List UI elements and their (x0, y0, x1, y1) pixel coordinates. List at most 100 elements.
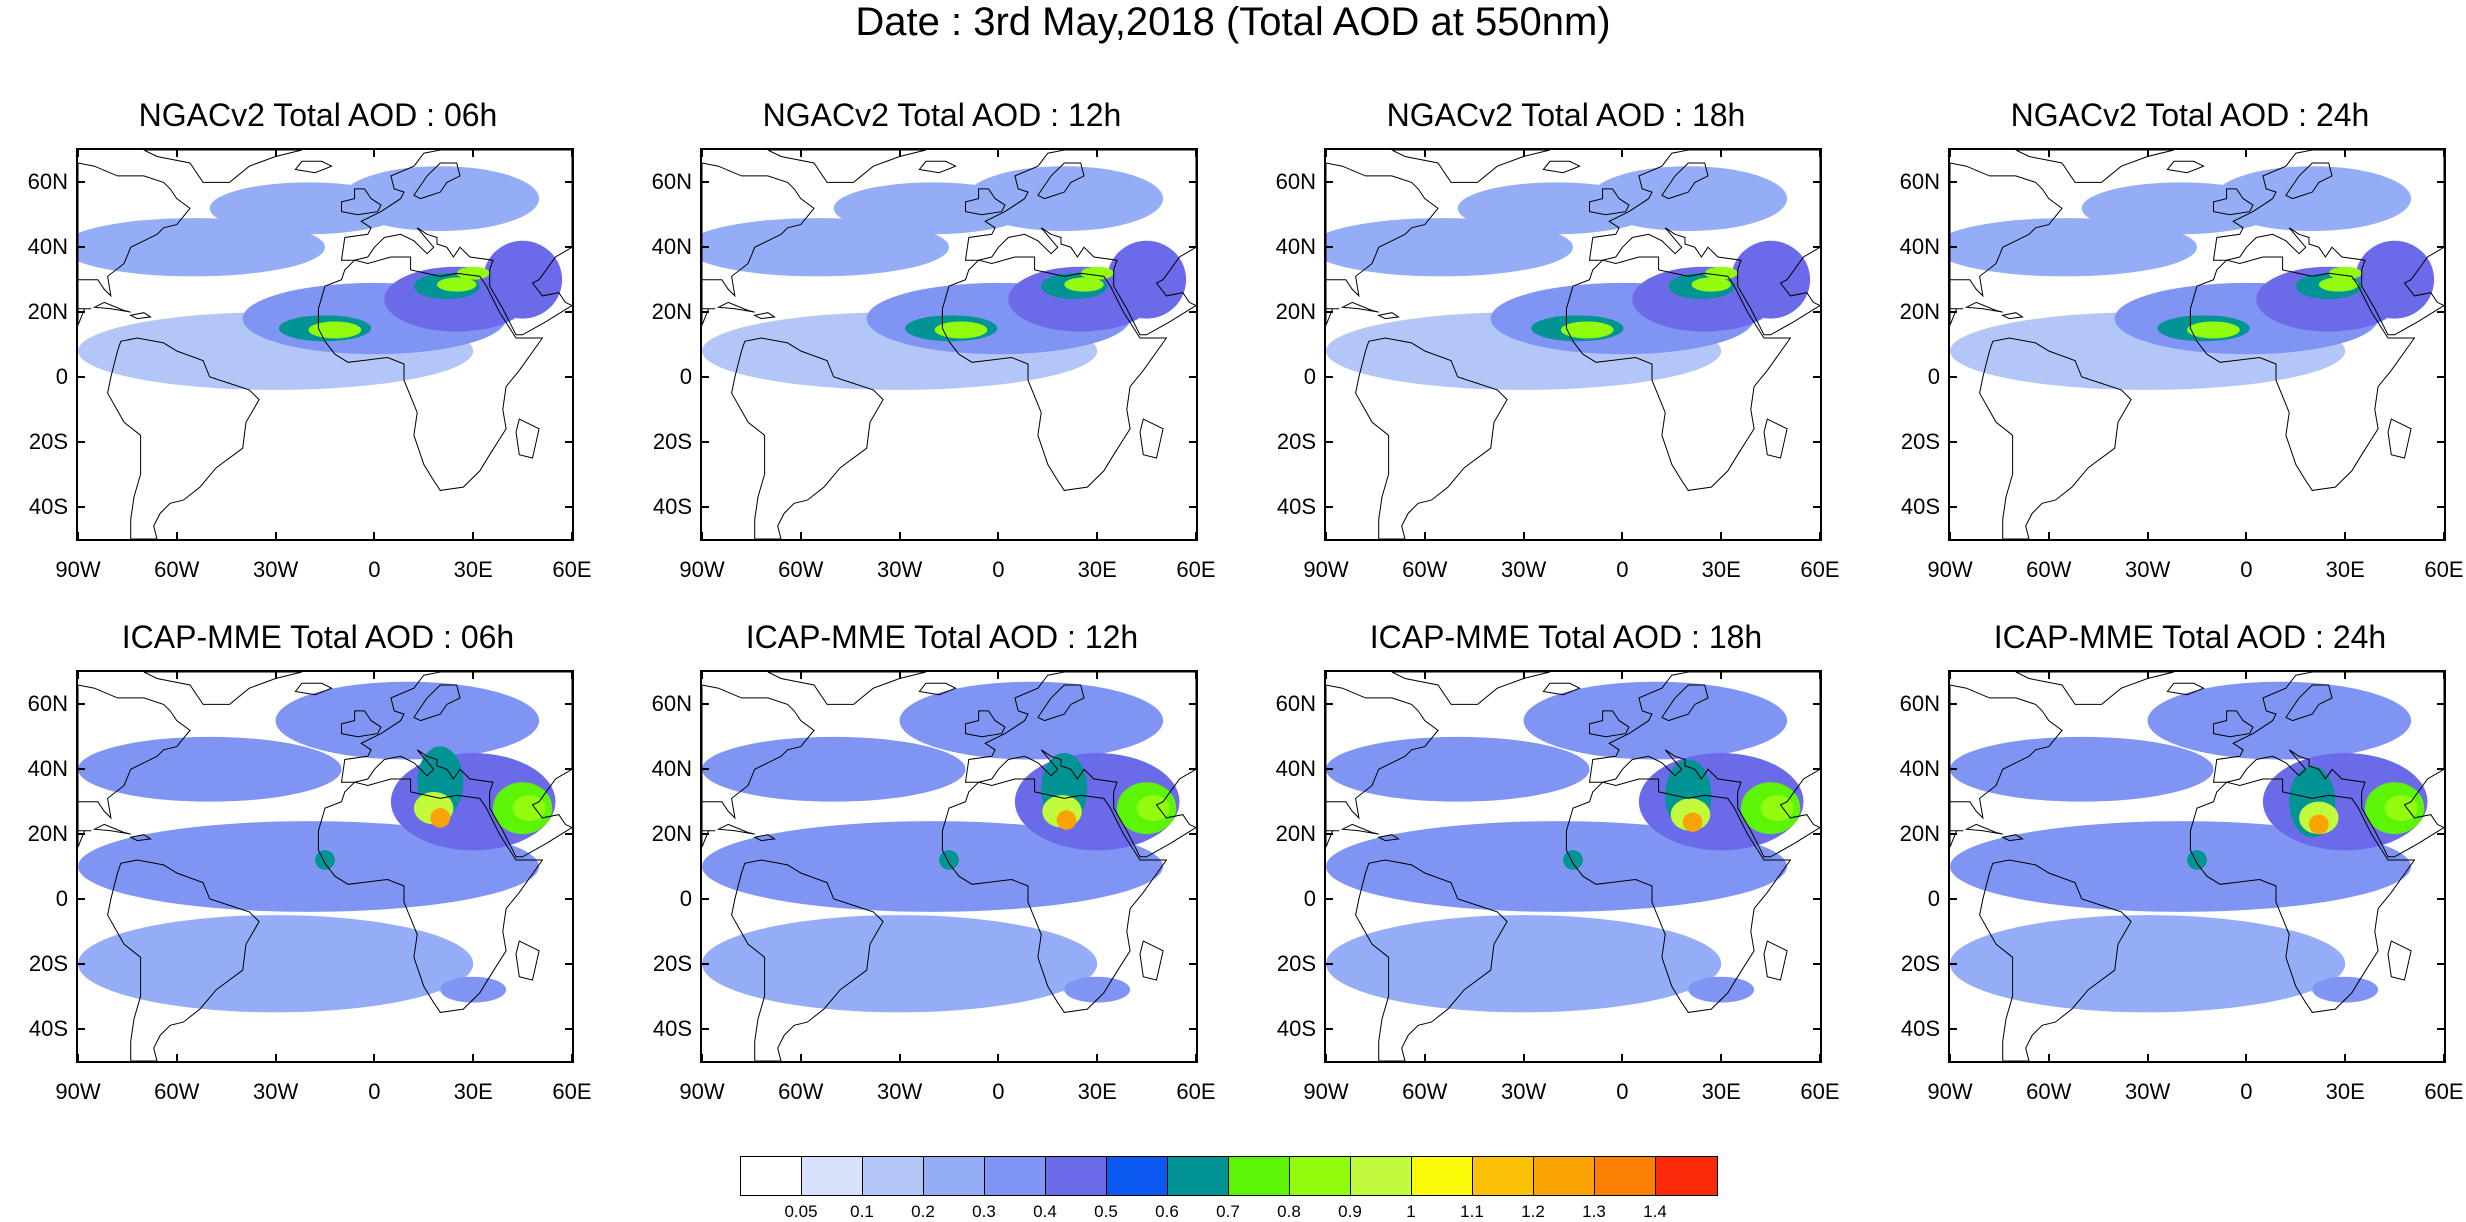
lon-tick (1819, 670, 1821, 679)
coastline (1950, 684, 2063, 848)
aod-region (78, 915, 474, 1013)
lon-tick (1522, 670, 1525, 679)
lon-tick-label: 30W (876, 1079, 923, 1104)
lat-tick-label: 20S (1276, 428, 1316, 454)
lat-tick (565, 703, 574, 706)
lat-tick-label: 20S (652, 950, 692, 976)
lon-tick (898, 148, 901, 157)
lat-tick (1948, 375, 1957, 378)
colorbar-swatch (1473, 1157, 1534, 1195)
map-panel: ICAP-MME Total AOD : 06h 60N 40N 20N 0 20S 40S… (8, 610, 592, 1130)
lon-tick (2047, 532, 2050, 541)
lat-tick (2437, 833, 2446, 836)
lat-tick-label: 60N (1899, 169, 1940, 195)
aod-region (1326, 821, 1788, 912)
lat-tick (1324, 375, 1333, 378)
lon-tick (2245, 1054, 2248, 1063)
lon-tick-label: 90W (1303, 1079, 1349, 1104)
colorbar-label: 1.4 (1643, 1202, 1667, 1221)
lat-tick (565, 246, 574, 249)
colorbar-swatch (1107, 1157, 1168, 1195)
coastline (1589, 188, 1630, 216)
lon-tick (175, 670, 178, 679)
lat-tick (700, 962, 709, 965)
coastline (1377, 834, 1400, 842)
colorbar-swatch (1595, 1157, 1656, 1195)
lon-tick-label: 60W (1402, 557, 1448, 582)
lon-tick-label: 0 (1616, 557, 1629, 582)
aod-region (934, 321, 988, 339)
lon-tick-label: 60E (1176, 557, 1216, 582)
coastline (1964, 823, 2003, 835)
lon-tick (175, 148, 178, 157)
lat-tick (1189, 833, 1198, 836)
coastline (918, 682, 957, 696)
coastline (1355, 337, 1508, 539)
lon-tick (77, 532, 79, 541)
lat-tick-label: 40N (1275, 756, 1316, 782)
lat-tick-label: 20S (1900, 428, 1940, 454)
aod-region (1950, 736, 2214, 802)
lon-tick (274, 670, 277, 679)
lon-tick-label: 30W (2124, 557, 2171, 582)
lat-tick-label: 20S (1276, 950, 1316, 976)
coastline (702, 684, 815, 848)
lat-tick-label: 60N (27, 169, 68, 195)
lat-tick-label: 20N (651, 299, 692, 325)
lat-tick (700, 833, 709, 836)
aod-region (965, 166, 1164, 232)
coastline (1037, 162, 1085, 200)
lon-tick (1522, 1054, 1525, 1063)
lat-tick (76, 505, 85, 508)
lat-tick (1324, 703, 1333, 706)
map-frame (1948, 670, 2446, 1063)
lon-tick (2245, 532, 2248, 541)
lon-tick-label: 60E (1176, 1079, 1216, 1104)
aod-map (702, 150, 1196, 539)
lon-tick (997, 1054, 1000, 1063)
lon-tick-label: 60W (1402, 1079, 1448, 1104)
lat-tick-label: 60N (651, 691, 692, 717)
lon-tick (2146, 1054, 2149, 1063)
lat-tick (76, 440, 85, 443)
coastline (1340, 823, 1379, 835)
lon-tick (1949, 1054, 1951, 1063)
aod-region (2187, 850, 2207, 870)
lon-tick-label: 90W (55, 557, 101, 582)
aod-map (78, 672, 572, 1061)
coastline (143, 150, 303, 183)
lon-tick-label: 0 (992, 1079, 1005, 1104)
lon-tick (472, 1054, 475, 1063)
coastline (2001, 834, 2024, 842)
lon-tick (2245, 148, 2248, 157)
coastline (78, 162, 191, 326)
lat-tick-label: 60N (27, 691, 68, 717)
lon-tick-label: 30E (1701, 1079, 1741, 1104)
aod-region (2213, 166, 2412, 232)
coastline (294, 160, 333, 174)
lon-tick (1720, 1054, 1723, 1063)
coastline (413, 684, 461, 722)
colorbar-swatch (1168, 1157, 1229, 1195)
lon-tick (571, 148, 573, 157)
aod-region (2147, 681, 2412, 760)
lat-tick (1813, 962, 1822, 965)
lat-tick (1189, 897, 1198, 900)
coastline (716, 823, 755, 835)
lon-tick (1621, 1054, 1624, 1063)
coastline (2166, 682, 2205, 696)
lat-tick (1813, 703, 1822, 706)
aod-region (308, 321, 362, 339)
map-panel: ICAP-MME Total AOD : 12h 60N 40N 20N 0 20S 40S… (632, 610, 1216, 1130)
lat-tick (2437, 703, 2446, 706)
aod-region (78, 218, 325, 277)
lat-tick (1948, 703, 1957, 706)
lat-tick (1324, 181, 1333, 184)
aod-region (341, 166, 540, 232)
colorbar-label: 0.7 (1216, 1202, 1240, 1221)
lat-tick (1189, 311, 1198, 314)
lon-tick-label: 60E (552, 1079, 592, 1104)
lon-tick-label: 30E (453, 1079, 493, 1104)
map-frame (1324, 670, 1822, 1063)
lat-tick-label: 60N (1275, 691, 1316, 717)
